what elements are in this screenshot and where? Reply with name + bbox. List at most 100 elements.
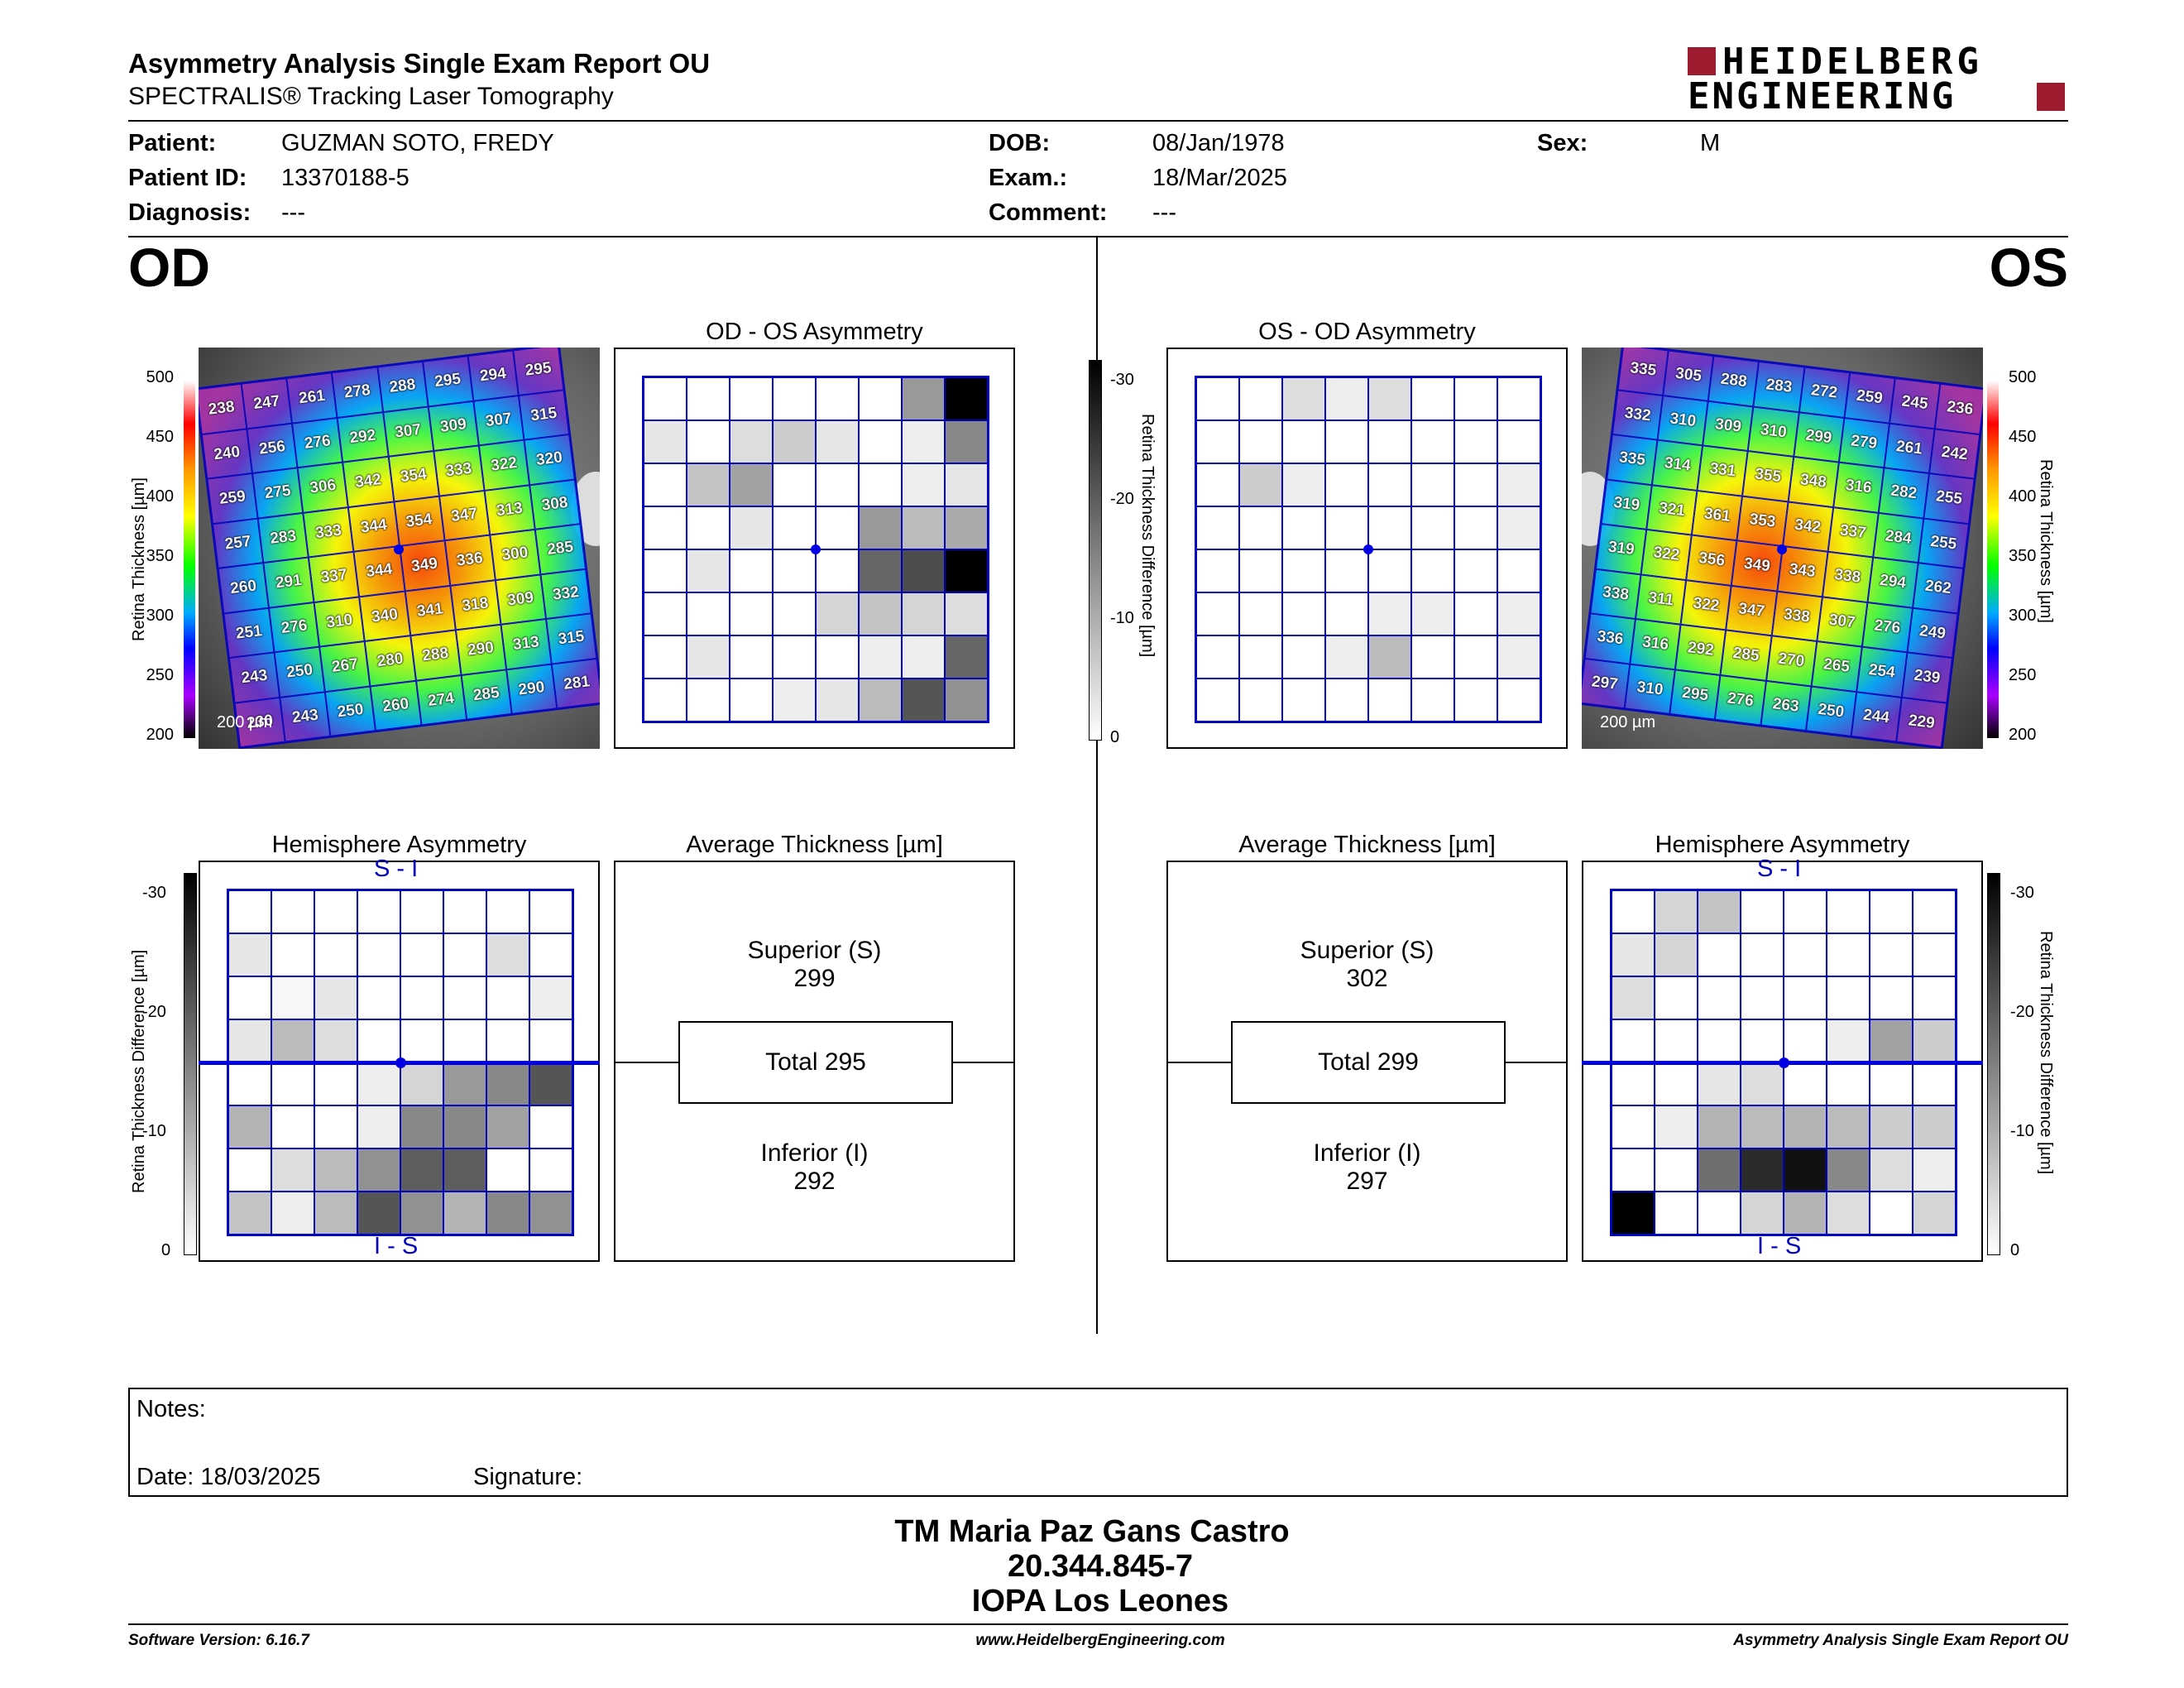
logo-line1: HEIDELBERG	[1722, 41, 1983, 83]
thickness-cell: 245	[1889, 378, 1941, 429]
thickness-value: 294	[478, 365, 507, 386]
grid-cell	[1913, 1062, 1956, 1105]
grid-cell	[1870, 933, 1913, 976]
grid-cell	[1454, 463, 1497, 506]
thickness-cell: 283	[257, 512, 309, 563]
grid-cell	[1655, 1105, 1698, 1149]
thickness-value: 338	[1833, 566, 1862, 587]
signature-institution: IOPA Los Leones	[971, 1584, 1229, 1618]
thickness-cell: 288	[410, 630, 462, 681]
grid-cell	[400, 890, 443, 933]
grid-cell	[644, 463, 687, 506]
grid-cell	[529, 1149, 572, 1192]
grid-cell	[1698, 976, 1741, 1019]
thickness-value: 295	[433, 370, 462, 391]
thickness-cell: 319	[1596, 524, 1647, 574]
od-superior: Superior (S) 299	[615, 937, 1013, 993]
thickness-cell: 251	[223, 607, 275, 659]
software-version: Software Version: 6.16.7	[128, 1632, 309, 1649]
logo-square-top	[1688, 47, 1716, 75]
os-hemi-tick: -30	[2010, 884, 2034, 902]
tick: 250	[146, 666, 174, 684]
thickness-cell: 262	[1913, 563, 1964, 613]
grid-cell	[1827, 1105, 1870, 1149]
grid-cell	[1612, 1149, 1655, 1192]
od-avg-title: Average Thickness [µm]	[686, 832, 943, 858]
thickness-value: 344	[365, 560, 394, 582]
tick: 500	[2009, 368, 2037, 386]
thickness-cell: 285	[534, 524, 586, 574]
thickness-value: 319	[1607, 538, 1636, 559]
grid-cell	[357, 1019, 400, 1062]
grid-cell	[271, 976, 314, 1019]
thickness-value: 265	[1822, 655, 1851, 677]
thickness-cell: 300	[489, 529, 541, 580]
thickness-value: 310	[1669, 410, 1698, 430]
grid-cell	[271, 1019, 314, 1062]
grid-cell	[1196, 377, 1239, 420]
thickness-value: 250	[285, 661, 314, 682]
grid-cell	[859, 635, 902, 679]
thickness-cell: 236	[1934, 383, 1983, 434]
grid-cell	[400, 1019, 443, 1062]
grid-cell	[1325, 549, 1368, 592]
grid-cell	[443, 1062, 486, 1105]
center-divider	[1096, 237, 1098, 1334]
grid-cell	[902, 377, 945, 420]
od-hemi-grid	[227, 889, 574, 1236]
grid-cell	[902, 463, 945, 506]
thickness-value: 275	[263, 482, 292, 503]
thickness-value: 310	[325, 611, 354, 632]
grid-cell	[1784, 1019, 1827, 1062]
tick: 500	[146, 368, 174, 386]
grid-cell	[1913, 1192, 1956, 1235]
grid-cell	[1497, 463, 1540, 506]
thickness-value: 262	[1923, 577, 1952, 598]
thickness-value: 229	[1907, 711, 1936, 732]
thickness-value: 321	[1658, 499, 1687, 520]
grid-cell	[945, 679, 988, 722]
grid-cell	[228, 1149, 271, 1192]
os-hemi-fovea	[1779, 1057, 1789, 1068]
thickness-cell: 338	[1590, 568, 1641, 620]
website-link[interactable]: www.HeidelbergEngineering.com	[975, 1632, 1225, 1649]
thickness-value: 309	[438, 415, 467, 436]
grid-cell	[816, 420, 859, 463]
thickness-value: 279	[1850, 431, 1879, 453]
od-asym-title: OD - OS Asymmetry	[706, 319, 923, 345]
grid-cell	[1454, 549, 1497, 592]
grid-cell	[1368, 592, 1411, 635]
os-total-label: Total 299	[1318, 1048, 1419, 1076]
thickness-value: 342	[354, 471, 383, 492]
grid-cell	[1870, 890, 1913, 933]
thickness-cell: 279	[1838, 417, 1889, 468]
thickness-cell: 353	[1736, 496, 1789, 546]
thickness-value: 300	[500, 544, 529, 565]
thickness-value: 290	[467, 639, 496, 660]
thickness-cell: 243	[280, 691, 331, 742]
thickness-cell: 249	[1907, 607, 1958, 659]
thickness-value: 347	[1737, 599, 1766, 621]
thickness-cell: 310	[1624, 664, 1676, 714]
grid-cell	[773, 420, 816, 463]
grid-cell	[1454, 635, 1497, 679]
grid-cell	[1325, 635, 1368, 679]
thickness-value: 276	[1726, 689, 1755, 710]
grid-cell	[1655, 1192, 1698, 1235]
thickness-value: 283	[1765, 376, 1794, 397]
thickness-cell: 281	[551, 658, 600, 709]
grid-cell	[1698, 1105, 1741, 1149]
grid-cell	[443, 933, 486, 976]
thickness-cell: 315	[545, 613, 597, 664]
thickness-cell: 338	[1771, 591, 1822, 641]
center-diff-tick: -20	[1110, 490, 1134, 508]
grid-cell	[271, 1062, 314, 1105]
notes-box: Notes: Date: 18/03/2025 Signature:	[128, 1388, 2068, 1497]
grid-cell	[228, 890, 271, 933]
grid-cell	[687, 592, 730, 635]
thickness-cell: 310	[1657, 395, 1708, 446]
grid-cell	[486, 933, 529, 976]
sex-value: M	[1700, 130, 1721, 156]
grid-cell	[1784, 1105, 1827, 1149]
grid-cell	[1282, 679, 1325, 722]
